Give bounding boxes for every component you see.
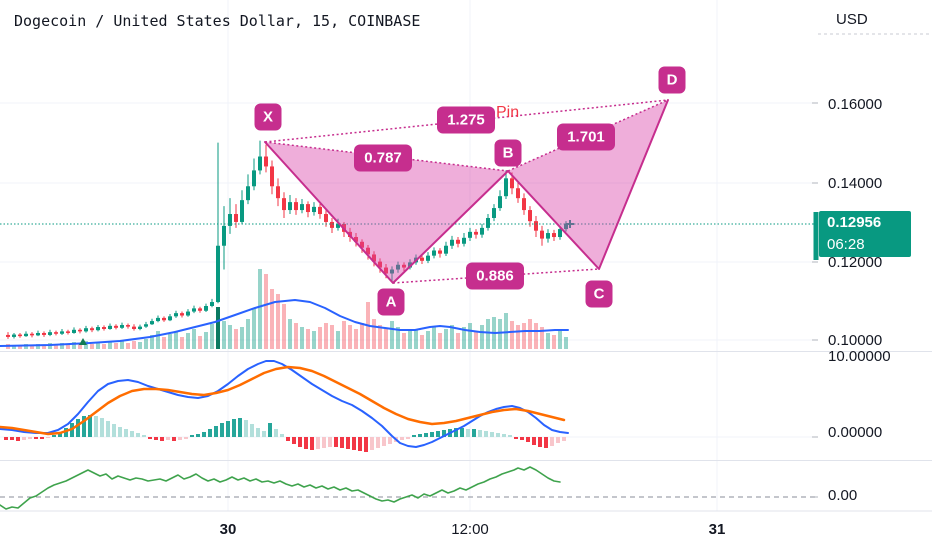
pattern-ratio-xb[interactable]: 0.787 bbox=[354, 144, 412, 172]
indicator-axis-label: 0.00000 bbox=[828, 424, 883, 441]
pattern-ratio-xd[interactable]: 1.275 bbox=[437, 106, 495, 134]
pattern-point-a[interactable]: A bbox=[377, 288, 405, 316]
pin-annotation[interactable]: Pin bbox=[496, 104, 520, 121]
time-axis-label: 12:00 bbox=[451, 521, 489, 538]
price-axis-label: 0.14000 bbox=[828, 175, 883, 192]
pattern-point-b[interactable]: B bbox=[494, 139, 522, 167]
pattern-point-x[interactable]: X bbox=[254, 103, 282, 131]
pattern-ratio-bd[interactable]: 1.701 bbox=[557, 123, 615, 151]
symbol-title[interactable]: Dogecoin / United States Dollar, 15, COI… bbox=[14, 12, 421, 30]
last-price-badge: 0.12956 06:28 bbox=[819, 211, 911, 257]
price-axis-label: 0.10000 bbox=[828, 332, 883, 349]
time-axis-label: 31 bbox=[708, 521, 726, 538]
pattern-ratio-ac[interactable]: 0.886 bbox=[466, 262, 524, 290]
pattern-point-d[interactable]: D bbox=[658, 66, 686, 94]
price-axis-label: 0.12000 bbox=[828, 254, 883, 271]
price-axis-label: 0.16000 bbox=[828, 96, 883, 113]
countdown-timer: 06:28 bbox=[827, 236, 865, 253]
time-axis-label: 30 bbox=[219, 521, 237, 538]
indicator-axis-label: 10.00000 bbox=[828, 348, 891, 365]
last-price-value: 0.12956 bbox=[827, 214, 882, 231]
pattern-point-c[interactable]: C bbox=[585, 280, 613, 308]
currency-label: USD bbox=[836, 11, 868, 28]
indicator-axis-label: 0.00 bbox=[828, 487, 858, 504]
